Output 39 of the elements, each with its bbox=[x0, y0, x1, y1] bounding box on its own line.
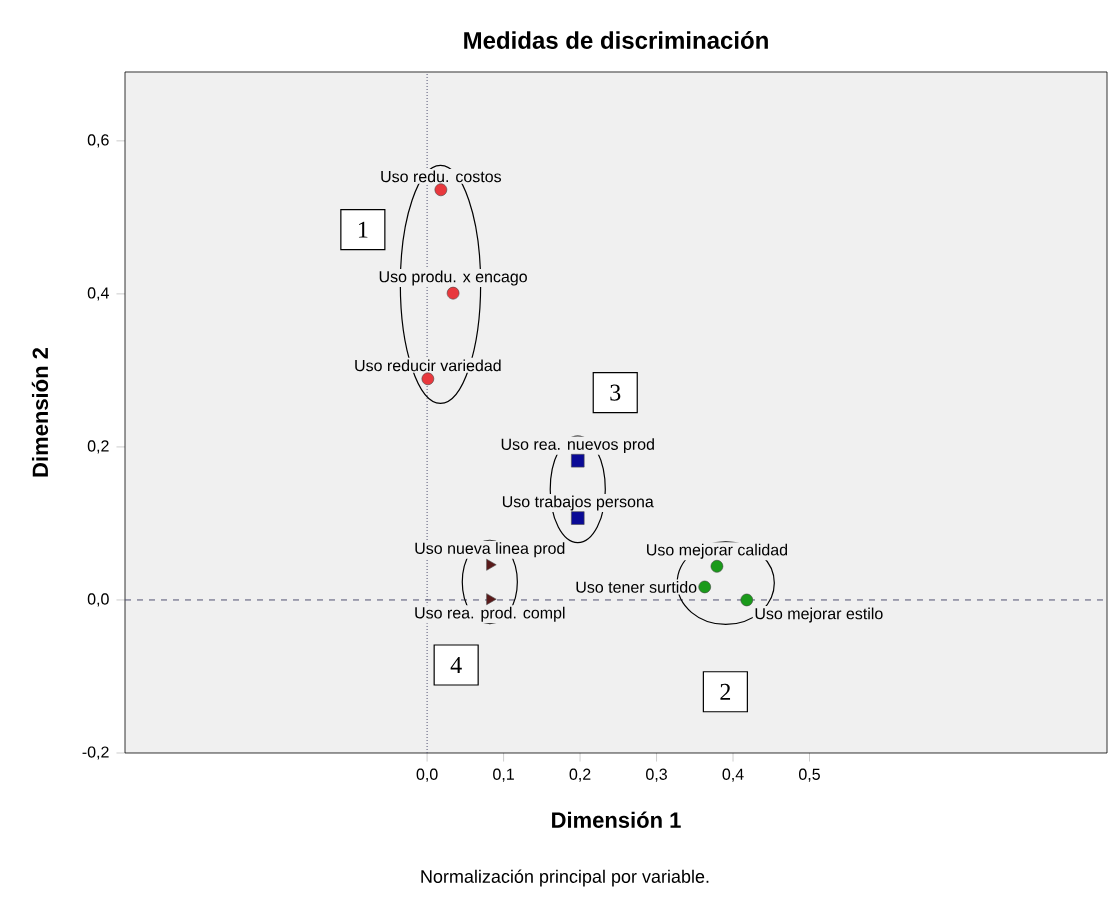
y-tick-label: 0,0 bbox=[87, 593, 109, 607]
y-tick-label: 0,6 bbox=[87, 134, 109, 148]
point bbox=[486, 593, 497, 606]
y-tick-label: -0,2 bbox=[82, 746, 109, 760]
annotation: Uso produ. x encago bbox=[379, 270, 527, 286]
annotation: Uso redu. costos bbox=[381, 170, 502, 183]
x-tick-label: 0,2 bbox=[569, 768, 591, 782]
annotation: 2 bbox=[720, 683, 731, 700]
annotation: 4 bbox=[450, 657, 462, 673]
annotation: 1 bbox=[358, 221, 368, 238]
y-tick-label: 0,4 bbox=[87, 287, 109, 301]
point bbox=[571, 454, 585, 468]
point bbox=[421, 372, 435, 386]
y-axis-title: Dimensión 2 bbox=[31, 347, 49, 477]
annotation: Uso reducir variedad bbox=[355, 359, 501, 372]
point bbox=[571, 511, 585, 525]
point bbox=[486, 558, 497, 571]
annotation: 3 bbox=[610, 384, 621, 401]
x-axis-title: Dimensión 1 bbox=[552, 811, 681, 828]
annotation: Uso mejorar calidad bbox=[647, 543, 788, 559]
chart-title: Medidas de discriminación bbox=[464, 31, 768, 49]
point bbox=[698, 580, 712, 594]
annotation: Uso trabajos persona bbox=[502, 495, 654, 511]
x-tick-label: 0,0 bbox=[416, 768, 438, 782]
point bbox=[710, 559, 724, 573]
x-tick-label: 0,3 bbox=[646, 768, 667, 782]
x-tick-label: 0,1 bbox=[493, 768, 514, 782]
annotation: Uso tener surtido bbox=[576, 581, 697, 593]
point bbox=[740, 593, 754, 607]
annotation: Uso nueva linea prod bbox=[415, 542, 565, 558]
x-tick-label: 0,4 bbox=[722, 768, 744, 782]
point bbox=[434, 183, 448, 197]
annotation: Uso mejorar estilo bbox=[755, 607, 883, 623]
text: Normalización principal por variable. bbox=[421, 869, 709, 887]
x-tick-label: 0,5 bbox=[799, 768, 820, 782]
annotation: Uso rea. nuevos prod bbox=[501, 438, 654, 454]
point bbox=[446, 286, 460, 300]
y-tick-label: 0,2 bbox=[87, 440, 109, 454]
annotation: Uso rea. prod. compl bbox=[415, 606, 565, 622]
